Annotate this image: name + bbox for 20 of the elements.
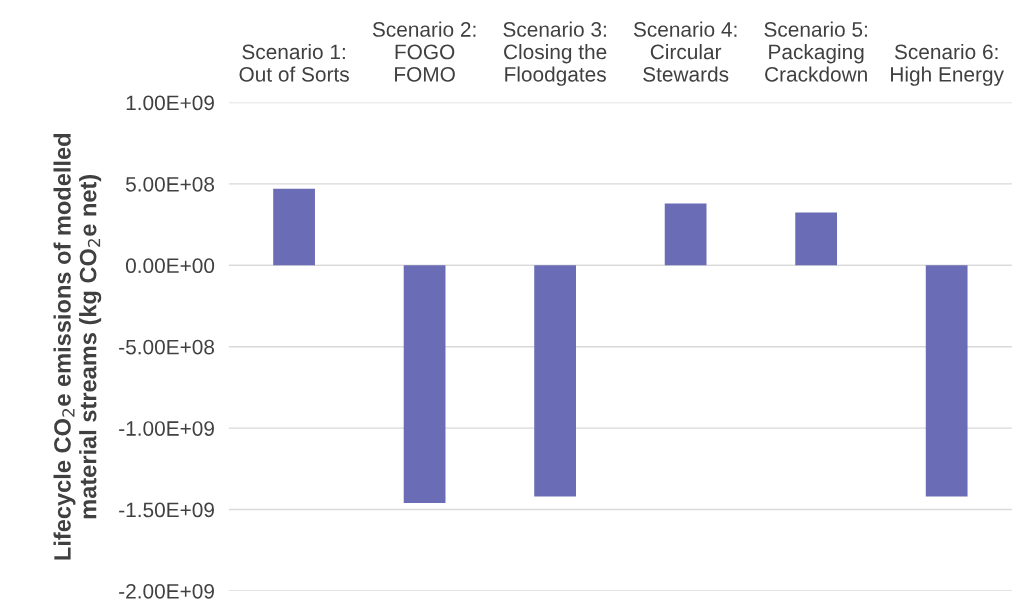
x-tick-label: Scenario 5: Packaging Crackdown	[764, 21, 867, 82]
bar	[403, 265, 446, 504]
y-tick-label: -5.00E+08	[119, 339, 215, 355]
x-tick-label: Scenario 2: FOGO FOMO	[372, 21, 476, 82]
y-tick-label: -1.00E+09	[119, 421, 214, 436]
x-tick-label: Scenario 3: Closing the Floodgates	[503, 21, 607, 86]
x-tick-label: Scenario 1: Out of Sorts	[239, 43, 349, 82]
bar	[925, 265, 968, 497]
bar	[664, 203, 707, 266]
x-tick-label: Scenario 4: Circular Stewards	[633, 21, 737, 82]
bar	[273, 188, 315, 266]
bar	[795, 212, 838, 266]
y-tick-label: -2.00E+09	[119, 583, 214, 599]
bar	[534, 265, 576, 497]
y-tick-label: 5.00E+08	[125, 176, 215, 192]
x-tick-label: Scenario 6: High Energy	[891, 43, 1004, 86]
y-axis-title: Lifecycle CO$_{2}$e emissions of modelled material streams (kg CO$_{2}$e net)	[53, 134, 102, 560]
y-tick-label: 0.00E+00	[125, 258, 215, 274]
y-tick-label: -1.50E+09	[119, 502, 214, 518]
y-tick-label: 1.00E+09	[126, 95, 214, 111]
